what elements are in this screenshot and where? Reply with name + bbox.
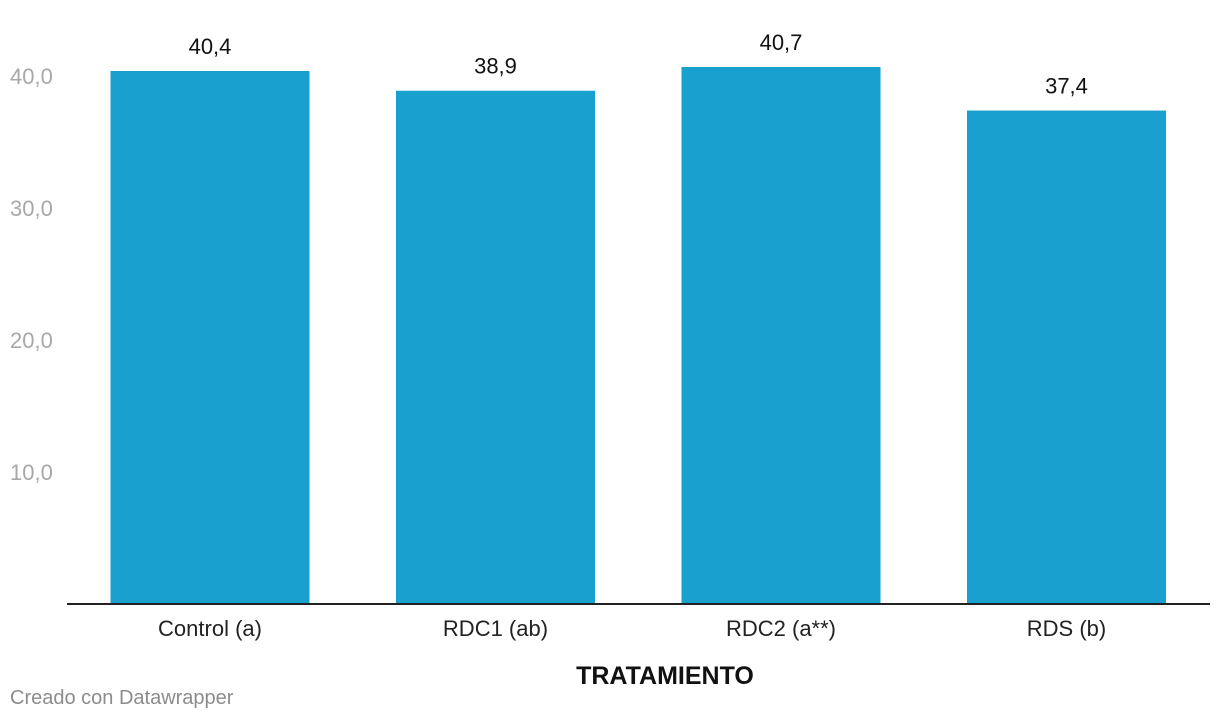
y-axis-ticks: 10,0 20,0 30,0 40,0 bbox=[10, 64, 53, 485]
category-label: RDS (b) bbox=[1027, 616, 1106, 641]
bars bbox=[110, 67, 1166, 605]
credit-text: Creado con Datawrapper bbox=[10, 687, 234, 709]
y-tick-label: 20,0 bbox=[10, 328, 53, 353]
y-tick-label: 40,0 bbox=[10, 64, 53, 89]
y-tick-label: 30,0 bbox=[10, 196, 53, 221]
category-label: RDC1 (ab) bbox=[443, 616, 548, 641]
bar bbox=[967, 110, 1166, 605]
bar-value-label: 40,7 bbox=[760, 30, 803, 55]
bar bbox=[681, 67, 881, 604]
value-labels: 40,4 38,9 40,7 37,4 bbox=[189, 30, 1088, 99]
bar-value-label: 38,9 bbox=[474, 54, 517, 79]
bar bbox=[110, 70, 310, 604]
category-labels: Control (a) RDC1 (ab) RDC2 (a**) RDS (b) bbox=[158, 616, 1106, 641]
category-label: Control (a) bbox=[158, 616, 262, 641]
bar bbox=[396, 90, 595, 604]
category-label: RDC2 (a**) bbox=[726, 616, 836, 641]
bar-value-label: 40,4 bbox=[189, 34, 232, 59]
bar-value-label: 37,4 bbox=[1045, 74, 1088, 99]
x-axis-title: TRATAMIENTO bbox=[576, 662, 754, 690]
y-tick-label: 10,0 bbox=[10, 460, 53, 485]
